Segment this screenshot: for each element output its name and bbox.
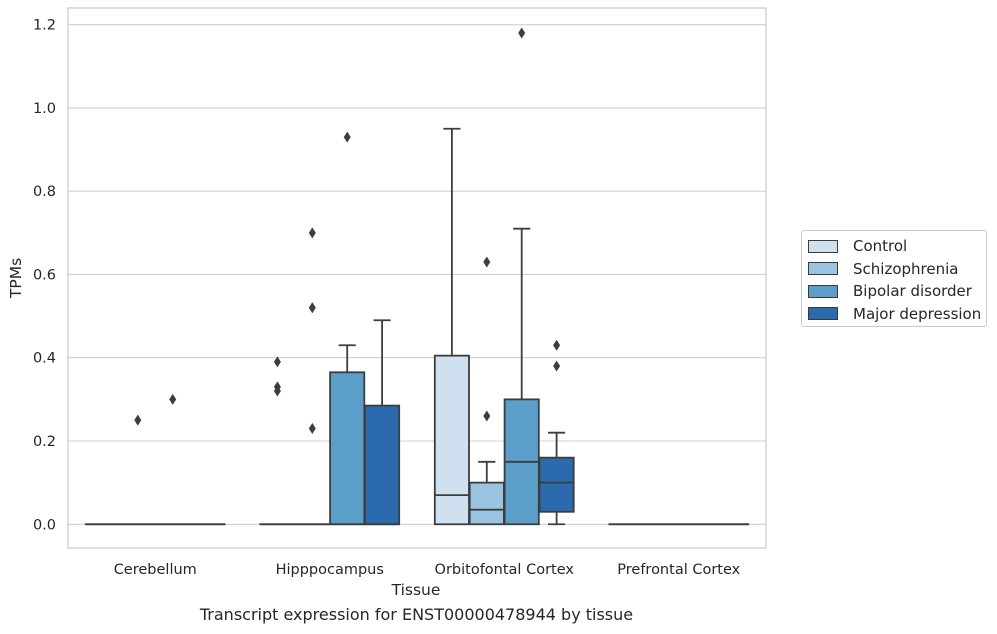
box-iqr xyxy=(329,371,366,526)
y-tick-label: 0.0 xyxy=(33,517,56,533)
x-tick-labels: Cerebellum Hipppocampus Orbitofontal Corte… xyxy=(114,562,741,578)
box-iqr xyxy=(433,354,470,526)
legend-label-control: Control xyxy=(853,237,908,256)
box-plot-item xyxy=(468,256,505,526)
x-tick-label: Hipppocampus xyxy=(276,562,384,578)
legend-swatch-bipolar-disorder xyxy=(808,284,838,298)
outlier-point xyxy=(483,410,491,422)
x-axis-label: Tissue xyxy=(391,581,441,599)
legend-item-schizophrenia: Schizophrenia xyxy=(808,258,986,281)
legend: Control Schizophrenia Bipolar disorder M… xyxy=(801,230,987,327)
legend-item-major-depression: Major depression xyxy=(808,303,986,326)
legend-swatch-control xyxy=(808,239,838,253)
plot-area xyxy=(67,7,767,549)
box-iqr xyxy=(538,456,575,513)
outlier-point xyxy=(308,423,316,435)
y-tick-label: 0.2 xyxy=(33,434,56,450)
chart-caption: Transcript expression for ENST0000047894… xyxy=(199,605,634,624)
outlier-point xyxy=(518,27,526,39)
outlier-point xyxy=(483,256,491,268)
box-iqr xyxy=(364,404,401,526)
legend-label-bipolar-disorder: Bipolar disorder xyxy=(853,282,972,301)
box-plot-item xyxy=(538,339,575,526)
outlier-point xyxy=(273,385,281,397)
legend-swatch-major-depression xyxy=(808,307,838,321)
outlier-point xyxy=(273,356,281,368)
y-tick-label: 1.0 xyxy=(33,101,56,117)
outlier-point xyxy=(134,414,142,426)
boxes xyxy=(84,27,750,526)
y-axis-label: TPMs xyxy=(7,258,25,299)
outlier-point xyxy=(553,339,561,351)
outlier-point xyxy=(553,360,561,372)
box-plot-item xyxy=(364,319,401,526)
outlier-point xyxy=(343,131,351,143)
outlier-point xyxy=(169,393,177,405)
box-plot-item xyxy=(433,127,470,526)
legend-item-control: Control xyxy=(808,235,986,258)
y-tick-labels: 0.0 0.2 0.4 0.6 0.8 1.0 1.2 xyxy=(33,18,56,534)
x-tick-label: Cerebellum xyxy=(114,562,197,578)
outlier-point xyxy=(308,227,316,239)
box-iqr xyxy=(468,481,505,526)
y-tick-label: 0.6 xyxy=(33,267,56,283)
box-plot-item xyxy=(329,131,366,526)
y-tick-label: 1.2 xyxy=(33,18,56,34)
outlier-point xyxy=(308,302,316,314)
y-tick-label: 0.4 xyxy=(33,351,56,367)
legend-item-bipolar-disorder: Bipolar disorder xyxy=(808,280,986,303)
x-tick-label: Orbitofontal Cortex xyxy=(435,562,575,578)
legend-swatch-schizophrenia xyxy=(808,262,838,276)
legend-label-schizophrenia: Schizophrenia xyxy=(853,259,959,278)
y-tick-label: 0.8 xyxy=(33,184,56,200)
x-tick-label: Prefrontal Cortex xyxy=(617,562,740,578)
box-plot-item xyxy=(503,27,540,526)
legend-label-major-depression: Major depression xyxy=(853,304,982,323)
